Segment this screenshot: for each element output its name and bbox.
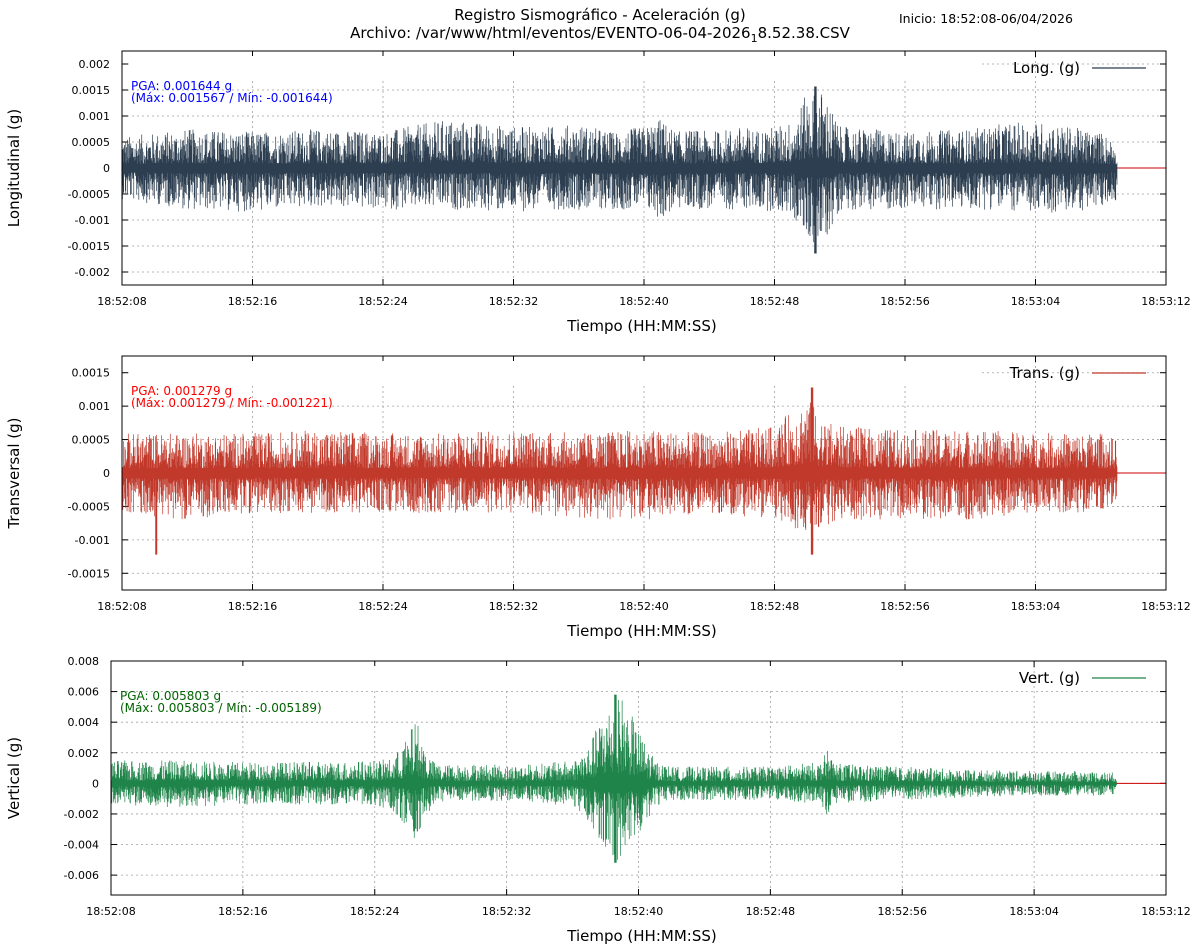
pga-annotation: PGA: 0.005803 g <box>120 689 221 703</box>
y-tick-label: 0.0015 <box>72 367 111 380</box>
y-tick-label: -0.004 <box>64 839 99 852</box>
plot-frame <box>121 50 1167 286</box>
y-tick-label: 0.004 <box>68 716 100 729</box>
legend-background <box>119 666 969 688</box>
x-tick-label: 18:53:12 <box>1141 600 1190 613</box>
y-tick-label: 0.008 <box>68 655 100 668</box>
x-tick-label: 18:52:32 <box>482 905 531 918</box>
x-tick-label: 18:52:56 <box>880 295 929 308</box>
x-tick-label: 18:52:16 <box>218 905 267 918</box>
x-tick-label: 18:52:16 <box>228 295 277 308</box>
signal-trace-vertical <box>110 694 1117 863</box>
y-tick-label: 0.0015 <box>72 84 111 97</box>
y-tick-label: 0.001 <box>79 110 111 123</box>
pga-range-annotation: (Máx: 0.005803 / Mín: -0.005189) <box>120 701 322 715</box>
y-tick-label: -0.0005 <box>68 188 110 201</box>
legend: Trans. (g) <box>130 361 1146 383</box>
pga-range-annotation: (Máx: 0.001567 / Mín: -0.001644) <box>131 91 333 105</box>
y-tick-label: -0.002 <box>64 808 99 821</box>
legend-background <box>130 56 980 78</box>
y-tick-label: -0.006 <box>64 869 99 882</box>
legend-label: Long. (g) <box>1013 59 1080 77</box>
x-tick-label: 18:52:24 <box>358 600 407 613</box>
x-tick-label: 18:52:24 <box>358 295 407 308</box>
y-tick-label: 0 <box>103 162 110 175</box>
x-tick-label: 18:53:12 <box>1141 905 1190 918</box>
x-axis-label: Tiempo (HH:MM:SS) <box>566 927 716 945</box>
signal-trace-longitudinal <box>121 86 1118 254</box>
x-tick-label: 18:52:24 <box>350 905 399 918</box>
x-tick-label: 18:52:08 <box>97 295 146 308</box>
x-tick-label: 18:53:04 <box>1011 295 1060 308</box>
x-axis-label: Tiempo (HH:MM:SS) <box>566 622 716 640</box>
chart-subtitle: Archivo: /var/www/html/eventos/EVENTO-06… <box>350 24 850 45</box>
signal-trace-transversal <box>121 387 1118 555</box>
chart-subtitle-sub: 1 <box>750 32 758 45</box>
legend-label: Trans. (g) <box>1009 364 1080 382</box>
y-axis-label: Transversal (g) <box>5 417 23 529</box>
legend-label: Vert. (g) <box>1019 669 1080 687</box>
y-tick-label: -0.001 <box>75 534 110 547</box>
plot-frame <box>110 660 1167 896</box>
legend-background <box>130 361 980 383</box>
chart-panel-transversal: 0.0015 0.001 0.0005 0 -0.0005 -0.001 -0.0015 18… <box>5 355 1191 640</box>
y-tick-label: 0.002 <box>79 58 111 71</box>
legend: Vert. (g) <box>119 666 1146 688</box>
x-tick-label: 18:52:48 <box>750 600 799 613</box>
legend: Long. (g) <box>130 56 1146 78</box>
x-tick-label: 18:52:32 <box>489 295 538 308</box>
x-tick-label: 18:52:40 <box>614 905 663 918</box>
chart-panel-vertical: 0.008 0.006 0.004 0.002 0 -0.002 -0.004 -0.006 1… <box>5 655 1191 945</box>
x-tick-label: 18:52:56 <box>878 905 927 918</box>
y-tick-label: -0.0015 <box>68 567 110 580</box>
pga-annotation: PGA: 0.001279 g <box>131 384 232 398</box>
y-axis-label: Longitudinal (g) <box>5 109 23 227</box>
chart-title: Registro Sismográfico - Aceleración (g) <box>454 6 746 24</box>
chart-panel-longitudinal: 0.002 0.0015 0.001 0.0005 0 -0.0005 -0.001 -0.0… <box>5 50 1191 335</box>
start-time-label: Inicio: 18:52:08-06/04/2026 <box>899 11 1073 26</box>
pga-range-annotation: (Máx: 0.001279 / Mín: -0.001221) <box>131 396 333 410</box>
y-tick-label: -0.002 <box>75 266 110 279</box>
x-tick-label: 18:52:40 <box>619 600 668 613</box>
x-tick-label: 18:52:16 <box>228 600 277 613</box>
x-tick-label: 18:52:48 <box>746 905 795 918</box>
y-tick-label: -0.0015 <box>68 240 110 253</box>
y-tick-label: -0.001 <box>75 214 110 227</box>
y-tick-label: 0.0005 <box>72 136 111 149</box>
y-tick-label: 0.001 <box>79 400 111 413</box>
plot-frame <box>121 355 1167 591</box>
y-tick-label: 0.0005 <box>72 434 111 447</box>
pga-annotation: PGA: 0.001644 g <box>131 79 232 93</box>
x-axis-label: Tiempo (HH:MM:SS) <box>566 317 716 335</box>
x-tick-label: 18:52:08 <box>86 905 135 918</box>
y-tick-label: 0 <box>92 777 99 790</box>
x-tick-label: 18:53:12 <box>1141 295 1190 308</box>
x-tick-label: 18:52:40 <box>619 295 668 308</box>
y-tick-label: -0.0005 <box>68 500 110 513</box>
x-tick-label: 18:52:32 <box>489 600 538 613</box>
y-tick-label: 0 <box>103 467 110 480</box>
x-tick-label: 18:52:56 <box>880 600 929 613</box>
x-tick-label: 18:52:48 <box>750 295 799 308</box>
y-axis-label: Vertical (g) <box>5 737 23 819</box>
x-tick-label: 18:53:04 <box>1011 600 1060 613</box>
x-tick-label: 18:53:04 <box>1009 905 1058 918</box>
y-tick-label: 0.006 <box>68 686 100 699</box>
x-tick-label: 18:52:08 <box>97 600 146 613</box>
y-tick-label: 0.002 <box>68 747 100 760</box>
